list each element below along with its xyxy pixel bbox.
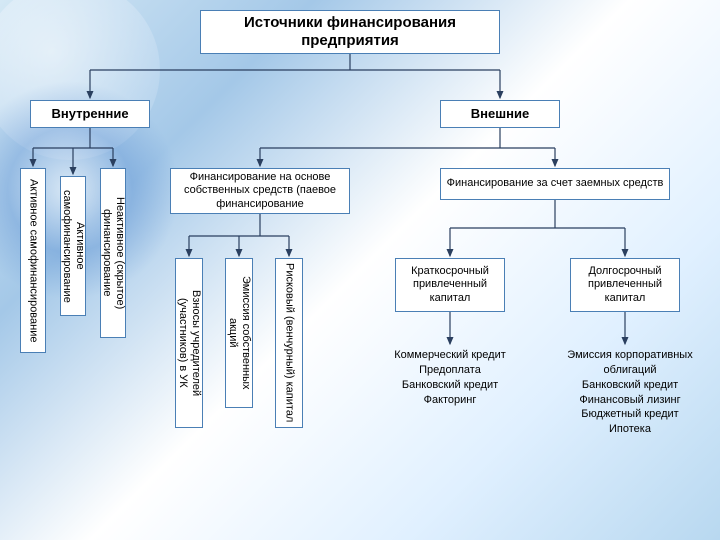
title-box: Источники финансирования предприятия [200, 10, 500, 54]
node-reactive-hidden: Неактивное (скрытое) финансирование [100, 168, 126, 338]
list-long-term-items: Эмиссия корпоративных облигацийБанковски… [555, 348, 705, 437]
node-borrowed-funds: Финансирование за счет заемных средств [440, 168, 670, 200]
node-short-term: Краткосрочный привлеченный капитал [395, 258, 505, 312]
node-venture-capital: Рисковый (венчурный) капитал [275, 258, 303, 428]
list-short-term-items: Коммерческий кредитПредоплатаБанковский … [385, 348, 515, 407]
node-contributions: Взносы учредителей (участников) в УК [175, 258, 203, 428]
node-own-funds: Финансирование на основе собственных сре… [170, 168, 350, 214]
node-emission-shares: Эмиссия собственных акций [225, 258, 253, 408]
node-external: Внешние [440, 100, 560, 128]
node-long-term: Долгосрочный привлеченный капитал [570, 258, 680, 312]
node-active-self-financing-dup: Активное самофинансирование [60, 176, 86, 316]
node-internal: Внутренние [30, 100, 150, 128]
node-active-self-financing: Активное самофинансирование [20, 168, 46, 353]
